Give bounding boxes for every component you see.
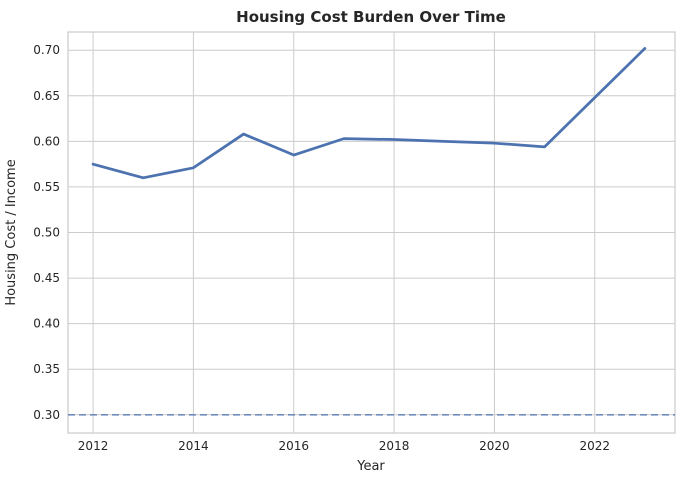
plot-area: 0.30 0.35 0.40 0.45 0.50 0.55 0.60 0.65 0.70 2012… (33, 31, 676, 453)
y-tick-label: 0.30 (33, 408, 60, 422)
y-tick-label: 0.45 (33, 271, 60, 285)
x-tick-label: 2022 (579, 439, 610, 453)
y-tick-label: 0.55 (33, 180, 60, 194)
x-tick-label: 2018 (379, 439, 410, 453)
x-tick-label: 2016 (278, 439, 309, 453)
x-tick-label: 2014 (178, 439, 209, 453)
y-tick-label: 0.65 (33, 89, 60, 103)
x-tick-label: 2020 (479, 439, 510, 453)
y-tick-label: 0.35 (33, 362, 60, 376)
y-tick-label: 0.60 (33, 134, 60, 148)
y-tick-label: 0.70 (33, 43, 60, 57)
y-axis-label: Housing Cost / Income (4, 159, 19, 305)
x-tick-label: 2012 (78, 439, 109, 453)
chart-title: Housing Cost Burden Over Time (236, 8, 506, 26)
y-tick-label: 0.40 (33, 317, 60, 331)
x-axis-label: Year (356, 459, 385, 474)
y-tick-label: 0.50 (33, 226, 60, 240)
data-line-housing-cost-burden (91, 47, 647, 180)
